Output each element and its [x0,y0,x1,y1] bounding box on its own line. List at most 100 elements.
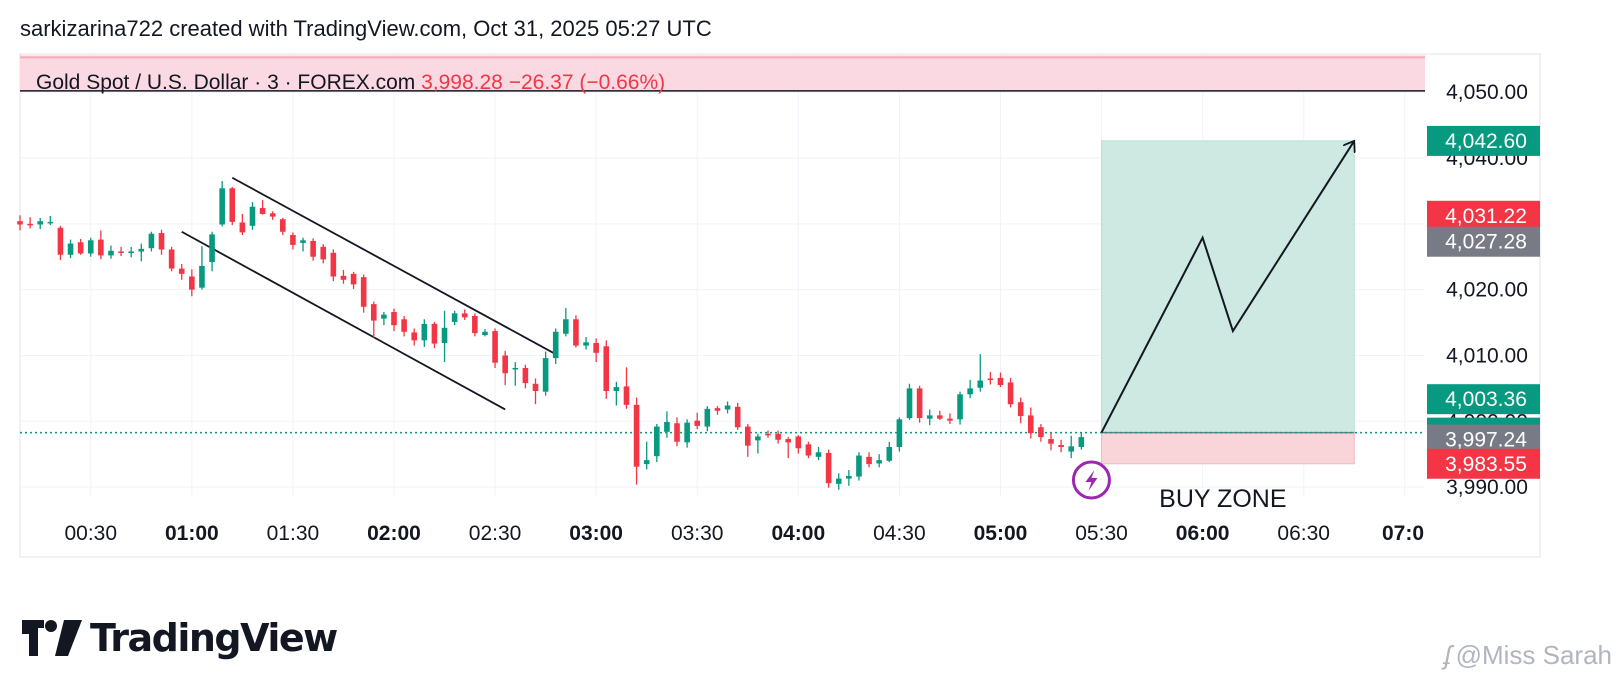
x-tick-label: 03:00 [569,522,623,545]
candle-body [714,408,721,411]
candle-body [1027,415,1034,434]
candle-body [724,405,731,410]
candle-body [138,248,145,252]
candle-body [239,222,246,233]
candle-body [886,446,893,461]
candle-body [603,346,610,392]
candle-body [461,313,468,318]
chart-caption: sarkizarina722 created with TradingView.… [20,16,712,41]
candle-body [168,249,175,269]
candle-body [401,319,407,332]
candle-body [573,319,579,346]
candle-body [967,388,973,395]
y-tick-label: 4,020.00 [1446,279,1528,302]
candle-body [835,478,842,484]
candle-body [896,419,903,447]
watermark: ʄ @Miss Sarah [1444,640,1612,671]
candle-body [87,240,94,254]
candle-body [633,404,640,467]
candle-body [482,331,488,336]
candle-body [916,388,923,419]
candle-body [310,240,316,257]
candle-body [1048,439,1054,444]
price-tag-label: 4,031.22 [1445,205,1527,228]
candle-body [411,332,418,341]
candle-body [98,239,104,256]
candle-body [997,377,1004,386]
lightning-icon [1085,470,1098,491]
x-tick-label: 06:30 [1277,522,1330,545]
y-tick-label: 3,990.00 [1446,476,1528,499]
price-tag-label: 4,027.28 [1445,231,1527,254]
candle-body [330,252,337,277]
price-tag [1427,125,1540,156]
candle-body [623,386,630,405]
watermark-icon: ʄ [1443,640,1452,670]
x-tick-label: 04:00 [771,522,825,545]
candle-body [57,227,64,255]
x-tick-label: 07:0 [1382,522,1424,545]
candle-body [977,380,984,388]
candle-body [684,422,690,443]
y-tick-label: 4,010.00 [1446,344,1528,367]
candle-body [1038,427,1044,438]
buy-zone-label: BUY ZONE [1159,485,1286,513]
trend-channel-line [231,176,557,355]
resistance-band [20,55,1425,91]
y-tick-label: 4,050.00 [1446,81,1528,104]
candle-body [219,188,225,225]
candle-body [118,251,124,253]
x-tick-label: 05:30 [1075,522,1128,545]
candle-body [1068,446,1075,452]
candle-body [67,243,74,255]
candle-body [189,276,195,290]
candle-body [17,221,23,225]
candle-body [421,323,428,341]
tradingview-logo-icon [22,620,82,656]
candle-body [1007,382,1014,405]
candle-body [856,455,862,477]
candle-body [1017,402,1024,417]
candle-body [765,433,771,436]
candle-body [37,221,44,225]
candle-body [451,313,458,322]
candle-body [472,315,478,334]
candle-body [563,319,569,334]
candle-body [552,331,559,359]
candle-body [492,331,498,363]
candle-body [937,415,943,419]
x-tick-label: 06:00 [1176,522,1230,545]
candle-body [280,219,286,232]
candle-body [532,383,539,392]
candle-body [320,246,327,260]
candle-body [755,436,761,441]
projection-arrow [1100,141,1355,434]
candle-body [694,420,701,426]
x-tick-label: 02:30 [469,522,522,545]
x-tick-label: 01:30 [267,522,320,545]
trend-channel-line [181,230,506,411]
watermark-text: @Miss Sarah [1455,640,1612,670]
candle-body [866,456,872,465]
candle-body [846,475,852,479]
candle-body [593,342,599,353]
candle-body [744,426,751,446]
candle-body [613,387,620,392]
candle-body [370,304,377,321]
candle-body [1058,444,1064,447]
candle-body [148,233,155,249]
candle-body [522,367,529,384]
candle-body [381,314,387,319]
candle-body [583,342,589,346]
candle-body [209,234,215,263]
candle-body [643,460,650,465]
candle-body [876,460,882,464]
candle-body [664,421,670,432]
target-zone [1101,140,1355,434]
candle-body [300,240,306,243]
candle-body [229,188,236,222]
candle-body [906,388,913,419]
candle-body [360,277,367,307]
price-tag-label: 3,997.24 [1445,428,1527,451]
